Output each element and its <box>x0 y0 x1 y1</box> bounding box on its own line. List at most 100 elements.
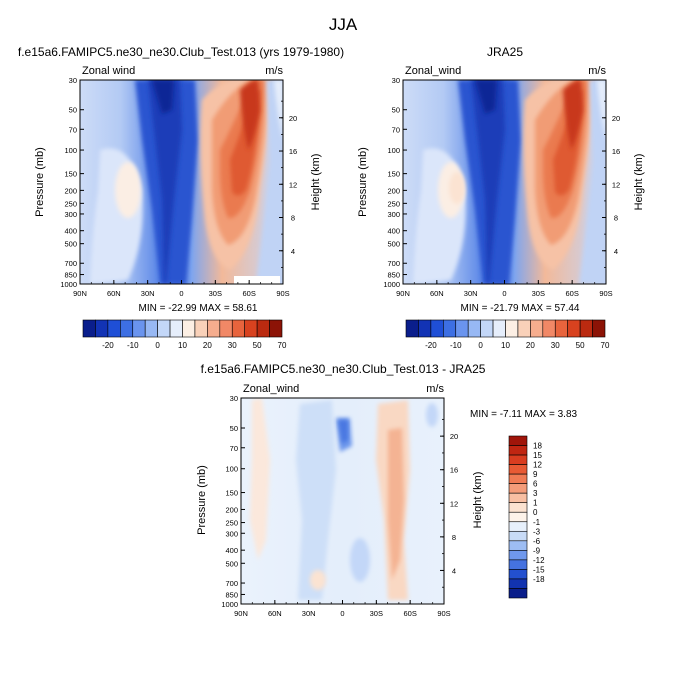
colorbar-label: 70 <box>278 341 287 350</box>
y-right-tick-label: 8 <box>614 214 618 223</box>
colorbar-swatch <box>467 319 481 338</box>
y-right-tick-label: 4 <box>614 247 618 256</box>
colorbar-diff-label: 6 <box>533 480 538 489</box>
chart-obs-contour-field <box>403 80 606 284</box>
x-tick-label: 90N <box>73 289 87 298</box>
colorbar-swatch <box>182 319 196 338</box>
colorbar-diff-label: 0 <box>533 508 538 517</box>
x-tick-label: 30S <box>209 289 222 298</box>
x-tick-label: 0 <box>340 609 344 618</box>
colorbar-diff-label: -12 <box>533 556 545 565</box>
colorbar-diff-swatch <box>508 521 528 532</box>
chart-obs-subtitle-right: m/s <box>588 65 606 77</box>
x-tick-label: 30S <box>370 609 383 618</box>
chart-obs-subtitle-left: Zonal_wind <box>405 65 461 77</box>
y-tick-label: 200 <box>225 505 238 514</box>
page-title: JJA <box>329 15 358 34</box>
x-tick-label: 0 <box>502 289 506 298</box>
colorbar-diff-label: 9 <box>533 470 538 479</box>
chart-diff-subtitle-right: m/s <box>426 383 444 395</box>
colorbar-diff-label: 12 <box>533 461 542 470</box>
x-tick-label: 90S <box>276 289 289 298</box>
y-tick-label: 700 <box>225 579 238 588</box>
colorbar-swatch <box>542 319 556 338</box>
y-tick-label: 1000 <box>60 280 77 289</box>
y-tick-label: 100 <box>387 146 400 155</box>
chart-model: f.e15a6.FAMIPC5.ne30_ne30.Club_Test.013 … <box>18 45 344 314</box>
chart-diff-ylabel-right: Height (km) <box>472 472 484 529</box>
y-right-tick-label: 16 <box>450 466 458 475</box>
y-tick-label: 850 <box>64 271 77 280</box>
colorbar-diff-label: 3 <box>533 489 538 498</box>
colorbar-swatch <box>132 319 146 338</box>
colorbar-swatch <box>505 319 519 338</box>
colorbar-diff-label: 15 <box>533 451 542 460</box>
colorbar-label: 30 <box>228 341 237 350</box>
x-tick-label: 60N <box>268 609 282 618</box>
y-tick-label: 400 <box>64 227 77 236</box>
y-tick-label: 1000 <box>383 280 400 289</box>
colorbar-swatch <box>169 319 183 338</box>
colorbar-swatch <box>530 319 544 338</box>
y-tick-label: 250 <box>64 199 77 208</box>
colorbar-swatch <box>95 319 109 338</box>
chart-model-subtitle-right: m/s <box>265 65 283 77</box>
x-tick-label: 30S <box>532 289 545 298</box>
y-tick-label: 150 <box>64 170 77 179</box>
colorbar-diff-swatch <box>508 492 528 504</box>
y-tick-label: 300 <box>387 210 400 219</box>
y-tick-label: 400 <box>387 227 400 236</box>
y-tick-label: 250 <box>387 199 400 208</box>
chart-obs: JRA25 Zonal_wind m/s Pressure (mb) Heigh… <box>357 45 645 314</box>
colorbar-swatch <box>157 319 171 338</box>
y-tick-label: 500 <box>225 559 238 568</box>
chart-model-stats: MIN = -22.99 MAX = 58.61 <box>139 303 258 314</box>
y-tick-label: 500 <box>64 240 77 249</box>
chart-diff-ylabel: Pressure (mb) <box>196 465 208 535</box>
colorbar-swatch <box>567 319 581 338</box>
colorbar-diff-swatch <box>508 559 528 570</box>
chart-diff-subtitle-left: Zonal_wind <box>243 383 299 395</box>
x-tick-label: 90S <box>437 609 450 618</box>
y-tick-label: 50 <box>69 106 77 115</box>
colorbar-swatch <box>207 319 221 338</box>
x-tick-label: 60S <box>403 609 416 618</box>
colorbar-diff-swatch <box>508 445 528 456</box>
colorbar-obs: -20 -10 0 10 20 30 50 70 <box>405 319 610 350</box>
y-tick-label: 100 <box>225 465 238 474</box>
y-right-tick-label: 8 <box>452 533 456 542</box>
colorbar-swatch <box>592 319 606 338</box>
x-tick-label: 30N <box>302 609 316 618</box>
colorbar-label: 10 <box>501 341 510 350</box>
colorbar-diff-swatch <box>508 530 528 542</box>
y-tick-label: 200 <box>64 186 77 195</box>
y-right-tick-label: 12 <box>289 180 297 189</box>
y-tick-label: 50 <box>392 106 400 115</box>
colorbar-diff-label: -3 <box>533 527 541 536</box>
colorbar-label: 30 <box>551 341 560 350</box>
y-tick-label: 100 <box>64 146 77 155</box>
x-tick-label: 0 <box>179 289 183 298</box>
colorbar-diff-swatch <box>508 578 528 589</box>
colorbar-swatch <box>144 319 158 338</box>
colorbar-diff-label: -6 <box>533 537 541 546</box>
colorbar-label: 50 <box>253 341 262 350</box>
colorbar-diff-label: -1 <box>533 518 541 527</box>
x-tick-label: 60S <box>242 289 255 298</box>
chart-obs-ylabel-right: Height (km) <box>633 154 645 211</box>
y-tick-label: 70 <box>69 125 77 134</box>
chart-diff-contour-field <box>241 398 444 604</box>
x-tick-label: 60S <box>565 289 578 298</box>
chart-model-ylabel: Pressure (mb) <box>34 147 46 217</box>
y-tick-label: 300 <box>64 210 77 219</box>
colorbar-label: 0 <box>155 341 160 350</box>
y-right-tick-label: 12 <box>450 499 458 508</box>
y-right-tick-label: 20 <box>612 114 620 123</box>
colorbar-swatch <box>219 319 233 338</box>
y-right-tick-label: 20 <box>289 114 297 123</box>
colorbar-swatch <box>256 319 270 338</box>
y-tick-label: 150 <box>225 489 238 498</box>
